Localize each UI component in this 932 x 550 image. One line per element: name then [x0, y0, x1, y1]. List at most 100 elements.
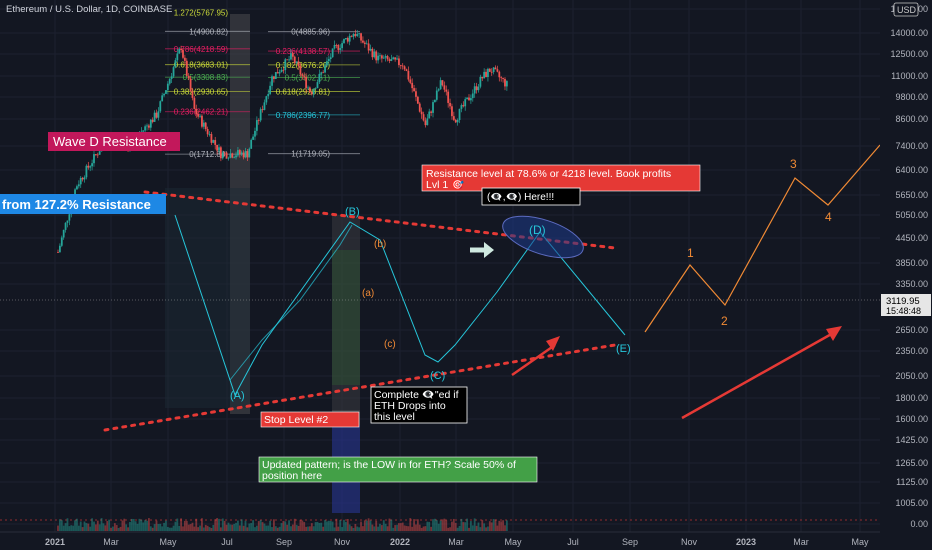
- volume-bar: [136, 523, 139, 531]
- candle-body: [377, 55, 379, 61]
- candle-body: [407, 70, 410, 80]
- volume-bar: [487, 526, 489, 531]
- price-tick-label: 2050.00: [895, 371, 928, 381]
- candle-body: [320, 72, 323, 74]
- volume-bar: [129, 521, 131, 531]
- volume-bar: [282, 521, 285, 531]
- volume-bar: [327, 520, 330, 531]
- volume-bar: [500, 521, 503, 531]
- candle-body: [202, 122, 205, 127]
- volume-bar: [259, 520, 262, 531]
- candle-body: [348, 35, 351, 42]
- candle-body: [504, 78, 506, 87]
- candle-body: [456, 119, 459, 123]
- candle-body: [271, 76, 273, 86]
- volume-bar: [276, 527, 279, 531]
- wave-d-resistance-label: Wave D Resistance: [48, 132, 180, 151]
- candle-body: [259, 109, 262, 121]
- volume-bar: [369, 520, 372, 531]
- volume-bar: [498, 520, 501, 531]
- fib-level-label: 0.5(3308.83): [183, 73, 229, 82]
- candle-body: [344, 38, 347, 40]
- volume-bar: [403, 525, 406, 531]
- wave-label-b-small: (b): [374, 239, 386, 250]
- volume-bar: [102, 523, 105, 531]
- volume-bar: [64, 523, 67, 531]
- price-tick-label: 11000.00: [891, 71, 928, 81]
- svg-text:Complete 👁‍🗨"ed if ETH: Complete 👁‍🗨"ed if ETH Drops into this l…: [374, 389, 461, 423]
- volume-bar: [146, 520, 148, 531]
- fib-level-label: 0.5(3302.51): [285, 73, 331, 82]
- volume-bar: [363, 520, 366, 531]
- price-tick-label: 8600.00: [895, 114, 928, 124]
- white-arrow-icon: [470, 242, 494, 258]
- volume-bar: [244, 520, 247, 531]
- time-tick-label: Mar: [793, 537, 809, 547]
- volume-bar: [358, 527, 361, 531]
- resistance-note-box: Resistance level at 78.6% or 4218 level.…: [421, 164, 701, 192]
- volume-bar: [447, 527, 450, 531]
- candle-body: [488, 68, 491, 72]
- candle-body: [307, 87, 309, 89]
- volume-bar: [273, 519, 275, 531]
- candle-body: [195, 108, 198, 115]
- volume-bar: [382, 520, 385, 531]
- volume-bar: [134, 521, 137, 531]
- volume-bar: [309, 526, 311, 531]
- volume-bar: [202, 527, 205, 531]
- volume-bar: [263, 523, 266, 531]
- price-axis[interactable]: 16000.0014000.0012500.0011000.009800.008…: [890, 4, 928, 529]
- candle-body: [312, 88, 315, 95]
- volume-bar: [303, 522, 306, 531]
- candle-body: [487, 68, 489, 77]
- candle-body: [252, 136, 254, 140]
- fib-level-label: 0.618(3683.01): [174, 61, 229, 70]
- candle-body: [254, 130, 256, 137]
- volume-bar: [505, 520, 508, 531]
- time-tick-label: Jul: [567, 537, 579, 547]
- price-tick-label: 3850.00: [895, 258, 928, 268]
- price-tick-label: 2350.00: [895, 346, 928, 356]
- candle-body: [144, 126, 147, 131]
- volume-bar: [485, 527, 487, 531]
- volume-bar: [392, 527, 395, 531]
- volume-bar: [278, 526, 281, 531]
- wave-label-2: 2: [721, 314, 728, 328]
- candle-body: [498, 71, 501, 78]
- volume-bar: [142, 522, 145, 531]
- candle-body: [221, 152, 224, 159]
- currency-button[interactable]: USD: [893, 2, 919, 17]
- wave-label-1: 1: [687, 246, 694, 260]
- volume-bar: [76, 518, 78, 531]
- volume-bar: [210, 527, 213, 531]
- svg-text:15:48:48: 15:48:48: [886, 306, 921, 316]
- candle-body: [415, 91, 417, 97]
- time-axis[interactable]: 2021 Mar May Jul Sep Nov 2022 Mar May Jul Sep Nov 20…: [45, 537, 869, 547]
- volume-bar: [409, 518, 412, 531]
- volume-bar: [473, 518, 476, 531]
- candle-body: [77, 184, 80, 187]
- candle-body: [295, 61, 298, 63]
- candle-body: [505, 81, 508, 87]
- volume-bar: [458, 525, 461, 531]
- price-tick-label: 5650.00: [895, 190, 928, 200]
- candle-body: [159, 101, 162, 112]
- candle-body: [267, 93, 270, 97]
- volume-bar: [149, 526, 152, 531]
- candle-body: [149, 119, 152, 128]
- candle-body: [199, 115, 201, 117]
- candle-body: [146, 125, 148, 127]
- volume-bar: [238, 525, 241, 531]
- volume-bar: [464, 522, 467, 531]
- svg-text:Updated pattern; is the LOW in: Updated pattern; is the LOW in for ETH? …: [262, 459, 519, 482]
- candle-body: [485, 71, 487, 77]
- time-tick-label: May: [851, 537, 869, 547]
- candle-body: [183, 57, 186, 61]
- candle-body: [500, 77, 503, 79]
- svg-text:Stop Level #2: Stop Level #2: [264, 414, 328, 426]
- candle-body: [329, 57, 332, 60]
- time-tick-label: May: [504, 537, 522, 547]
- fib-retracement-right: 0(4885.96) 0.236(4138.57) 0.382(3676.20) 0.…: [268, 28, 360, 159]
- volume-bar: [288, 520, 290, 531]
